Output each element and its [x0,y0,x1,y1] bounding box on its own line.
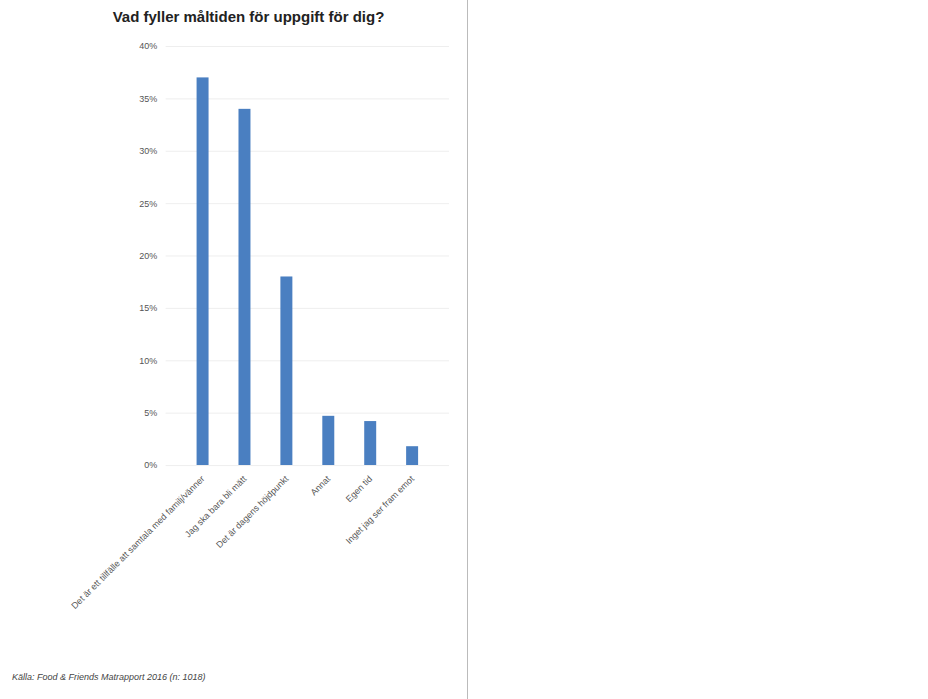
svg-text:Jag ska bara bli mätt: Jag ska bara bli mätt [182,473,249,540]
svg-text:5%: 5% [144,408,157,418]
svg-text:Det är ett tillfälle att samta: Det är ett tillfälle att samtala med fam… [69,474,206,611]
html-text:Vad fyller måltiden för uppgif: Vad fyller måltiden för uppgift för dig? [112,8,385,25]
svg-text:Annat: Annat [309,473,333,497]
svg-text:35%: 35% [139,94,157,104]
svg-text:30%: 30% [139,146,157,156]
svg-text:25%: 25% [139,199,157,209]
html-text:Källa: Food & Friends Matrappo: Källa: Food & Friends Matrapport 2016 (n… [12,672,206,682]
svg-text:15%: 15% [139,303,157,313]
svg-text:40%: 40% [139,41,157,51]
svg-text:20%: 20% [139,251,157,261]
svg-text:Egen tid: Egen tid [344,474,374,504]
svg-text:0%: 0% [144,460,157,470]
svg-text:Inget jag ser fram emot: Inget jag ser fram emot [344,473,417,546]
svg-text:Det är dagens höjdpunkt: Det är dagens höjdpunkt [214,473,291,550]
svg-text:10%: 10% [139,356,157,366]
